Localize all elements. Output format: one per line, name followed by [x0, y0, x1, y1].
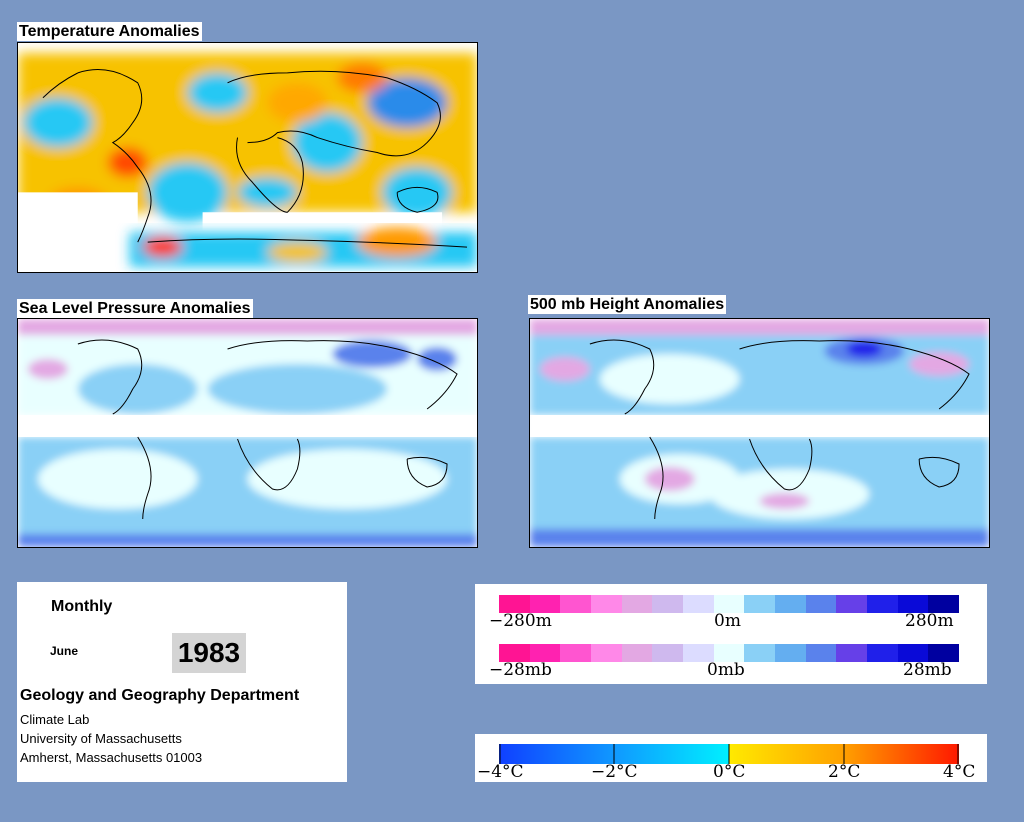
color-swatch: [713, 595, 745, 613]
color-swatch: [744, 644, 776, 662]
month-label: June: [50, 644, 79, 658]
pressure-max-label: 28mb: [903, 660, 952, 680]
color-swatch: [499, 595, 530, 613]
color-swatch: [775, 595, 806, 613]
height-min-label: −280m: [489, 611, 552, 631]
color-swatch: [560, 644, 592, 662]
color-swatch: [836, 595, 868, 613]
height-mid-label: 0m: [714, 611, 741, 631]
color-swatch: [560, 595, 592, 613]
temperature-anomaly-map: [17, 42, 478, 273]
height-max-label: 280m: [905, 611, 954, 631]
pressure-color-bar: [499, 644, 960, 662]
color-swatch: [713, 644, 745, 662]
color-swatch: [652, 595, 684, 613]
color-swatch: [529, 595, 561, 613]
temp-label-0: 0°C: [713, 762, 746, 782]
color-swatch: [652, 644, 684, 662]
anomaly-legend: −280m 0m 280m −28mb 0mb 28mb: [475, 584, 987, 684]
temp-label-2: 2°C: [828, 762, 861, 782]
color-swatch: [928, 644, 960, 662]
color-swatch: [928, 595, 960, 613]
height500-map-title: 500 mb Height Anomalies: [528, 295, 727, 314]
color-swatch: [683, 595, 714, 613]
color-swatch: [591, 644, 622, 662]
temp-label-neg4: −4°C: [477, 762, 524, 782]
department-label: Geology and Geography Department: [20, 687, 300, 704]
color-swatch: [621, 644, 653, 662]
pressure-mid-label: 0mb: [707, 660, 745, 680]
temperature-color-bar: [499, 744, 959, 764]
color-swatch: [867, 644, 898, 662]
color-swatch: [836, 644, 868, 662]
color-swatch: [775, 644, 806, 662]
color-swatch: [867, 595, 898, 613]
lab-label: Climate Lab: [20, 712, 90, 727]
info-panel: Monthly June 1983 Geology and Geography …: [17, 582, 347, 782]
year-label: 1983: [172, 633, 246, 673]
color-swatch: [897, 595, 929, 613]
color-swatch: [805, 595, 837, 613]
temperature-legend: −4°C −2°C 0°C 2°C 4°C: [475, 734, 987, 782]
university-label: University of Massachusetts: [20, 731, 182, 746]
color-swatch: [529, 644, 561, 662]
slp-anomaly-map: [17, 318, 478, 548]
height-color-bar: [499, 595, 960, 613]
color-swatch: [897, 644, 929, 662]
address-label: Amherst, Massachusetts 01003: [20, 750, 203, 765]
temp-label-neg2: −2°C: [591, 762, 638, 782]
temp-label-4: 4°C: [943, 762, 976, 782]
color-swatch: [805, 644, 837, 662]
period-label: Monthly: [51, 598, 113, 615]
color-swatch: [591, 595, 622, 613]
color-swatch: [499, 644, 530, 662]
slp-map-title: Sea Level Pressure Anomalies: [17, 299, 253, 318]
temperature-map-title: Temperature Anomalies: [17, 22, 202, 41]
color-swatch: [744, 595, 776, 613]
height500-anomaly-map: [529, 318, 990, 548]
pressure-min-label: −28mb: [489, 660, 552, 680]
color-swatch: [621, 595, 653, 613]
color-swatch: [683, 644, 714, 662]
